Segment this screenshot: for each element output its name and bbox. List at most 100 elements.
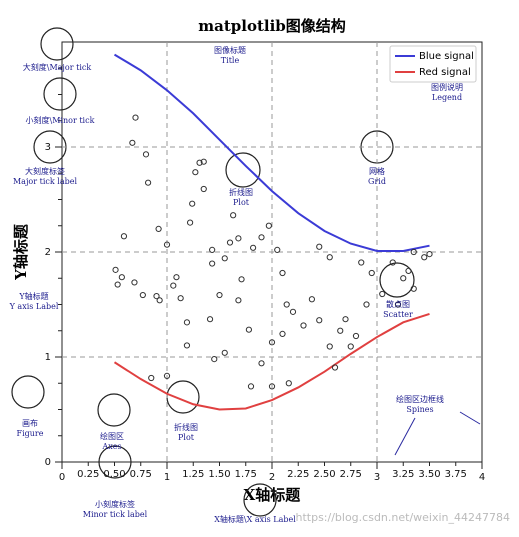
scatter-point — [358, 259, 365, 266]
scatter-point — [221, 255, 228, 262]
annotation-arrows — [394, 411, 481, 456]
scatter-point — [209, 260, 216, 267]
scatter-point — [265, 222, 272, 229]
scatter-point — [173, 274, 180, 281]
x-minor-tick-label: 1.50 — [208, 469, 230, 480]
x-minor-tick-label: 2.50 — [313, 469, 335, 480]
scatter-point — [258, 360, 265, 367]
scatter-point — [258, 234, 265, 241]
annotation: Plot — [233, 198, 250, 207]
scatter-point — [120, 233, 128, 240]
x-minor-tick-label: 1.75 — [235, 469, 257, 480]
y-axis-label: Y轴标题 — [12, 223, 30, 281]
x-tick-label: 1 — [164, 472, 170, 483]
scatter-point — [200, 158, 207, 165]
scatter-point — [410, 248, 417, 256]
scatter-point — [300, 322, 307, 329]
scatter-point — [379, 290, 386, 298]
x-minor-tick-label: 0.50 — [103, 469, 125, 480]
line-series — [113, 53, 430, 252]
x-tick-label: 0 — [59, 472, 65, 483]
scatter-point — [132, 114, 139, 121]
x-minor-tick-label: 2.75 — [340, 469, 362, 480]
annotation: Y axis Label — [9, 302, 59, 311]
scatter-point — [148, 374, 155, 382]
scatter-point — [421, 254, 428, 261]
watermark: https://blog.csdn.net/weixin_44247784 — [295, 511, 510, 524]
scatter-point — [114, 281, 121, 288]
annotation-circles — [11, 27, 415, 517]
x-tick-label: 4 — [479, 472, 485, 483]
chart-title: matplotlib图像结构 — [198, 17, 346, 35]
scatter-point — [316, 243, 323, 250]
annotation: 网格 — [369, 166, 385, 176]
annotation: 折线图 — [229, 187, 253, 197]
scatter-point — [163, 372, 171, 379]
x-axis-label: X轴标题 — [244, 486, 302, 504]
annotation: Title — [221, 56, 240, 65]
scatter-point — [129, 139, 136, 146]
scatter-point — [163, 241, 171, 248]
legend-label: Blue signal — [419, 51, 474, 62]
scatter-point — [216, 291, 223, 299]
scatter-point — [189, 200, 196, 207]
scatter-point — [192, 169, 199, 176]
x-minor-tick-label: 3.50 — [418, 469, 440, 480]
scatter-point — [156, 297, 163, 304]
scatter-point — [187, 219, 194, 226]
scatter-point — [196, 159, 203, 166]
x-tick-label: 2 — [269, 472, 275, 483]
x-minor-tick-label: 0.75 — [130, 469, 152, 480]
scatter-point — [274, 246, 281, 253]
scatter-point — [118, 274, 125, 281]
y-tick-label: 1 — [45, 352, 51, 363]
scatter-point — [285, 380, 292, 387]
scatter-point — [183, 319, 191, 326]
annotation: 画布 — [22, 418, 38, 428]
annotation: 折线图 — [174, 422, 198, 432]
scatter-point — [268, 383, 276, 390]
scatter-point — [347, 343, 354, 350]
x-tick-label: 3 — [374, 472, 380, 483]
annotation: 绘图区 — [100, 431, 124, 441]
y-tick-label: 0 — [45, 457, 51, 468]
scatter-point — [308, 296, 315, 303]
scatter-point — [363, 301, 370, 308]
scatter-point — [206, 316, 214, 323]
scatter-point — [342, 316, 349, 323]
scatter-point — [155, 225, 162, 232]
annotation: 小刻度\Minor tick — [26, 115, 95, 125]
scatter-point — [279, 330, 286, 337]
annotation: 小刻度标签 — [95, 499, 135, 509]
scatter-point — [405, 267, 412, 274]
scatter-point — [238, 276, 245, 283]
legend-label: Red signal — [419, 67, 471, 78]
scatter-point — [400, 275, 407, 282]
scatter-point — [221, 349, 228, 356]
scatter-point — [289, 308, 297, 315]
line-series — [113, 312, 430, 411]
scatter-point — [426, 251, 433, 258]
x-minor-tick-label: 3.75 — [445, 469, 467, 480]
annotation: Spines — [406, 405, 433, 414]
annotation: Legend — [432, 93, 462, 102]
annotation: 图像标题 — [214, 45, 246, 55]
scatter-point — [245, 326, 252, 333]
annotation: 大刻度标签 — [25, 166, 65, 176]
scatter-point — [331, 364, 339, 371]
scatter-point — [139, 291, 146, 299]
scatter-point — [142, 151, 150, 158]
scatter-point — [209, 246, 216, 253]
annotation: Minor tick label — [83, 510, 148, 519]
scatter-point — [368, 269, 375, 277]
scatter-point — [200, 185, 207, 193]
scatter-point — [326, 343, 333, 350]
annotation: Scatter — [383, 310, 413, 319]
annotation: Figure — [17, 429, 44, 438]
scatter-point — [145, 179, 152, 186]
annotation: Axes — [101, 442, 121, 451]
annotation: Y轴标题 — [18, 291, 48, 301]
y-tick-label: 3 — [45, 142, 51, 153]
x-minor-tick-label: 3.25 — [392, 469, 414, 480]
